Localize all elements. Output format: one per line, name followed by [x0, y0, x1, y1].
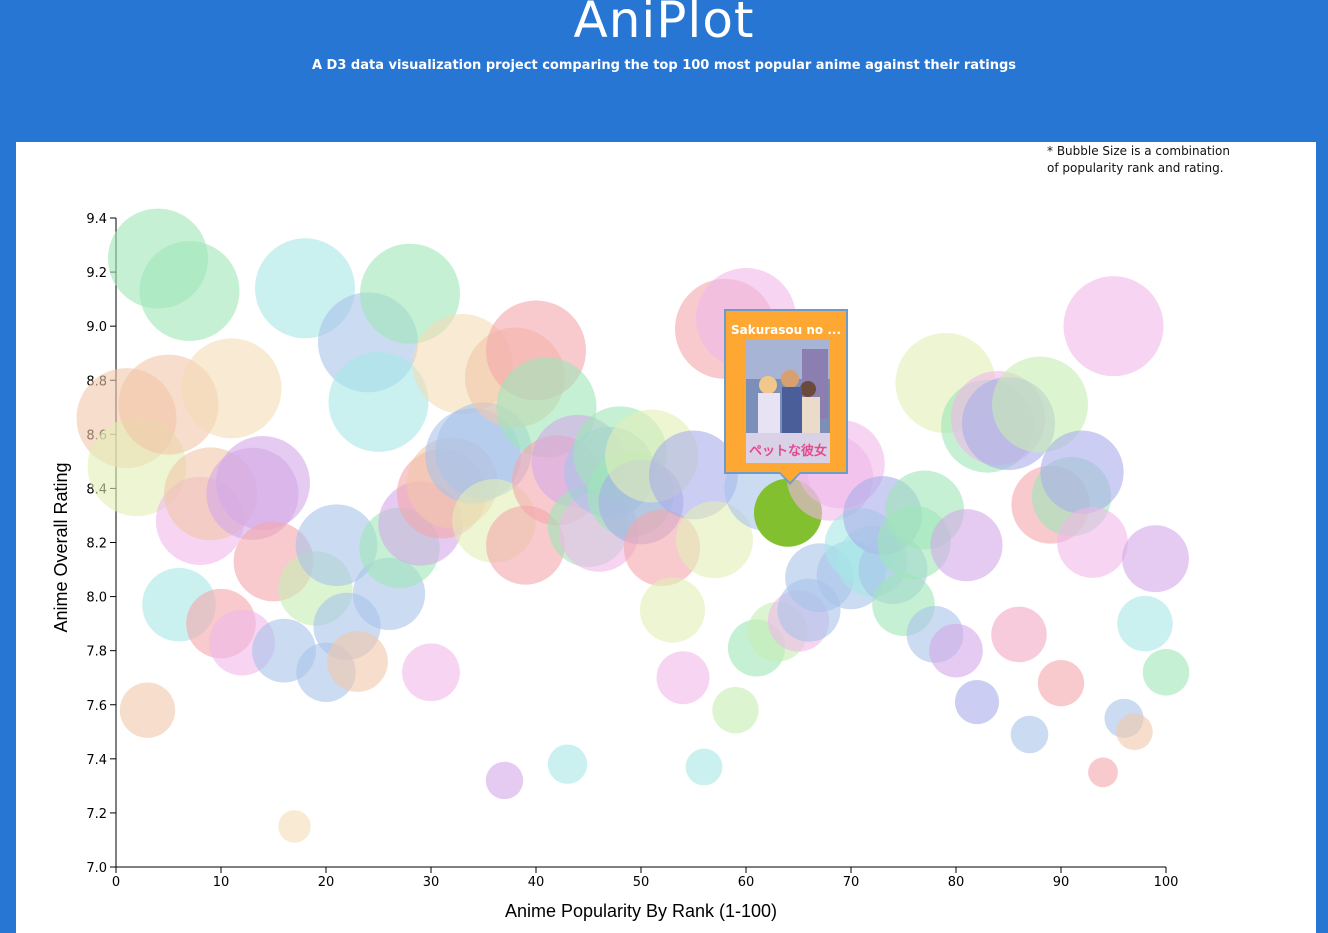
- bubble: [929, 623, 983, 678]
- bubble: [278, 810, 311, 843]
- x-tick-label: 20: [318, 875, 335, 890]
- y-tick-label: 7.6: [86, 699, 107, 714]
- bubble: [1063, 276, 1164, 377]
- x-axis-label: Anime Popularity By Rank (1-100): [505, 901, 777, 921]
- x-tick-label: 80: [948, 875, 965, 890]
- bubble: [360, 243, 460, 344]
- bubble: [402, 643, 460, 702]
- x-tick-label: 70: [843, 875, 860, 890]
- bubble: [181, 338, 282, 439]
- bubble: [295, 504, 378, 587]
- y-tick-label: 8.2: [86, 537, 107, 552]
- y-axis-label: Anime Overall Rating: [51, 462, 71, 632]
- x-tick-label: 30: [423, 875, 440, 890]
- bubble: [639, 577, 706, 643]
- bubble: [485, 761, 524, 800]
- anime-poster-image: ペットな彼女: [746, 339, 830, 463]
- y-tick-label: 9.2: [86, 266, 107, 281]
- page-title: AniPlot: [573, 0, 755, 49]
- bubble: [676, 501, 753, 579]
- note-line-1: * Bubble Size is a combination: [1047, 144, 1230, 158]
- y-tick-label: 9.4: [86, 212, 107, 227]
- bubble: [119, 682, 176, 738]
- bubble: [1117, 595, 1173, 652]
- bubble: [991, 606, 1047, 663]
- poster-logo-text: ペットな彼女: [749, 443, 827, 459]
- bubble: [1040, 430, 1124, 514]
- bubble: [139, 241, 240, 342]
- bubble: [685, 748, 723, 786]
- bubble-size-note: * Bubble Size is a combination of popula…: [1047, 143, 1247, 177]
- x-tick-label: 0: [112, 875, 120, 890]
- y-tick-label: 7.2: [86, 807, 107, 822]
- page-subtitle: A D3 data visualization project comparin…: [311, 58, 1017, 73]
- bubble: [656, 651, 710, 705]
- bubble: [1122, 525, 1189, 593]
- bubble: [1116, 713, 1153, 751]
- x-tick-label: 60: [738, 875, 755, 890]
- bubble: [216, 436, 310, 530]
- bubble: [1010, 715, 1049, 754]
- bubble: [1057, 507, 1128, 578]
- bubble: [1142, 649, 1190, 696]
- note-line-2: of popularity rank and rating.: [1047, 161, 1224, 175]
- x-tick-label: 40: [528, 875, 545, 890]
- bubble: [547, 744, 588, 784]
- bubble: [649, 430, 738, 520]
- x-tick-label: 50: [633, 875, 650, 890]
- bubble: [327, 631, 388, 692]
- tooltip-title: Sakurasou no ...: [730, 323, 842, 337]
- bubble: [486, 505, 565, 585]
- anime-tooltip: Sakurasou no ... ペットな彼女: [724, 309, 848, 485]
- bubble: [1088, 757, 1118, 788]
- y-tick-label: 7.8: [86, 645, 107, 660]
- y-tick-label: 7.0: [86, 861, 107, 876]
- x-tick-label: 100: [1154, 875, 1179, 890]
- x-tick-label: 90: [1053, 875, 1070, 890]
- header: AniPlot A D3 data visualization project …: [0, 0, 1328, 142]
- bubble: [930, 509, 1003, 582]
- bubble: [1037, 659, 1085, 707]
- bubble: [992, 356, 1088, 453]
- y-tick-label: 9.0: [86, 320, 107, 335]
- y-tick-label: 7.4: [86, 753, 107, 768]
- bubble: [712, 686, 759, 734]
- bubble: [954, 679, 1000, 725]
- bubble: [328, 351, 429, 452]
- x-tick-label: 10: [213, 875, 230, 890]
- y-tick-label: 8.0: [86, 591, 107, 606]
